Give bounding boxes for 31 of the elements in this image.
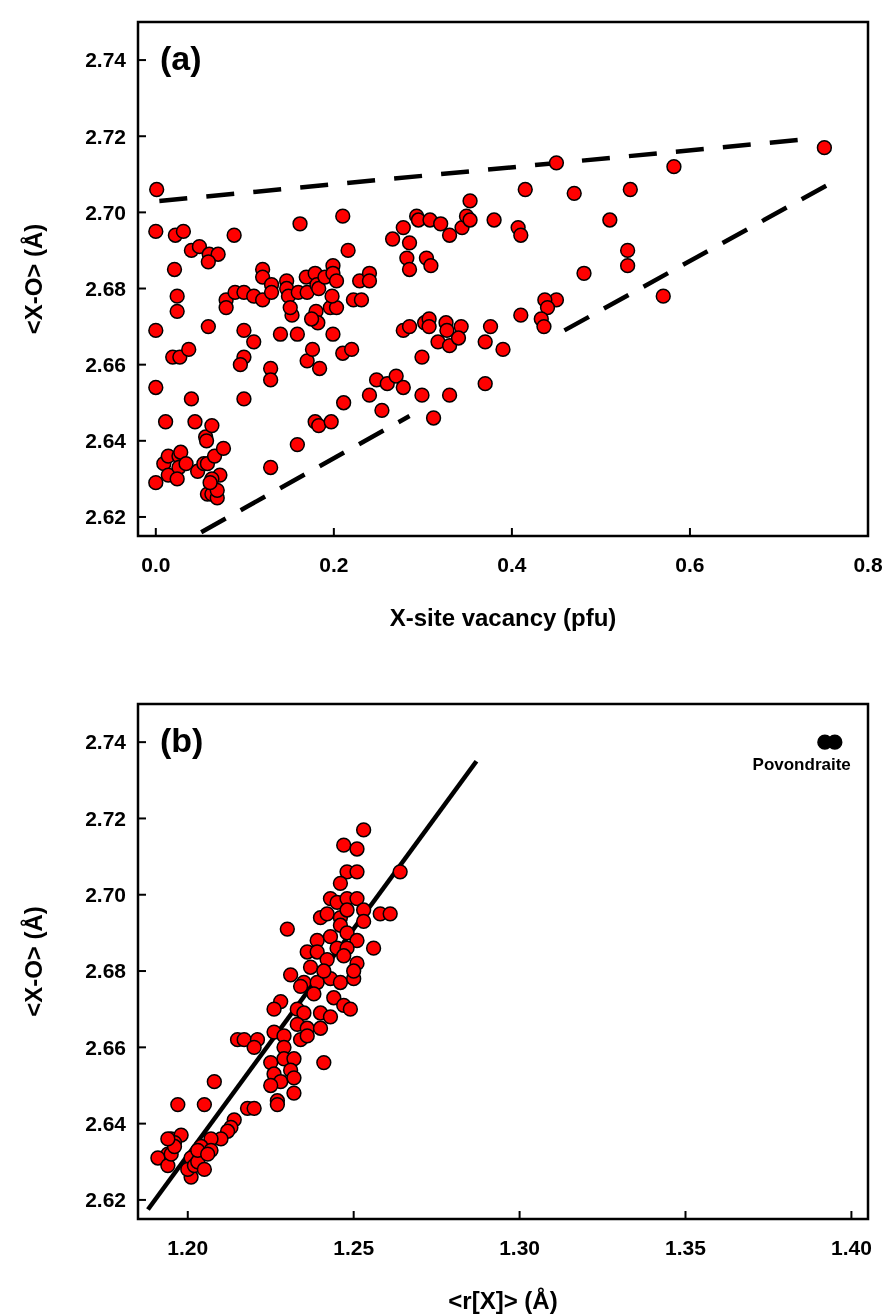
y-tick-label: 2.68 — [85, 959, 127, 983]
y-tick-label: 2.74 — [85, 48, 127, 72]
y-tick-label: 2.70 — [85, 200, 126, 224]
y-axis-title: <X-O> (Å) — [20, 906, 47, 1017]
x-tick-label: 1.35 — [665, 1236, 707, 1259]
y-tick-label: 2.70 — [85, 883, 126, 907]
x-tick-label: 1.20 — [167, 1236, 209, 1259]
annotation: (a) — [160, 39, 202, 77]
x-tick-label: 0.6 — [675, 553, 705, 576]
y-axis-title: <X-O> (Å) — [20, 223, 47, 335]
y-tick-label: 2.66 — [85, 353, 126, 377]
x-tick-label: 0.8 — [853, 553, 883, 576]
x-tick-label: 0.0 — [141, 553, 171, 576]
x-tick-label: 1.30 — [499, 1236, 541, 1259]
y-tick-label: 2.62 — [85, 1188, 126, 1212]
series-label: Povondraite — [752, 755, 851, 775]
y-tick-label: 2.66 — [85, 1035, 126, 1059]
y-tick-label: 2.68 — [85, 276, 127, 300]
annotation: (b) — [160, 721, 204, 759]
y-tick-label: 2.72 — [85, 806, 126, 830]
x-tick-label: 1.25 — [333, 1236, 375, 1259]
y-tick-label: 2.62 — [85, 505, 126, 529]
x-axis-title: <r[X]> (Å) — [448, 1287, 558, 1314]
y-tick-label: 2.64 — [85, 429, 127, 453]
y-tick-label: 2.64 — [85, 1111, 127, 1135]
y-tick-label: 2.72 — [85, 124, 126, 148]
x-tick-label: 0.2 — [319, 553, 349, 576]
y-tick-label: 2.74 — [85, 730, 127, 754]
x-tick-label: 1.40 — [830, 1236, 872, 1259]
x-tick-label: 0.4 — [497, 553, 527, 576]
x-axis-title: X-site vacancy (pfu) — [389, 604, 617, 631]
